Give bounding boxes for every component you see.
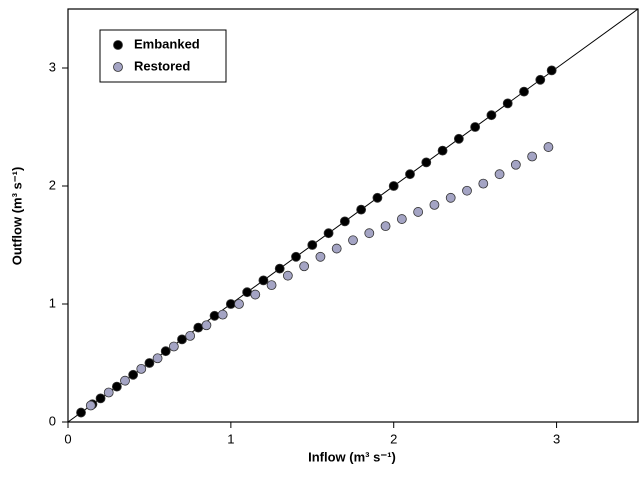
plot-frame xyxy=(67,8,639,423)
point xyxy=(193,322,204,333)
x-axis-title: Inflow (m³ s⁻¹) xyxy=(308,449,396,464)
point xyxy=(274,263,285,274)
point xyxy=(535,74,546,85)
point xyxy=(486,110,497,121)
point xyxy=(356,204,367,215)
point xyxy=(209,310,220,321)
point xyxy=(242,287,253,298)
point xyxy=(168,341,179,352)
point xyxy=(348,235,358,246)
point xyxy=(315,251,326,262)
legend-label: Embanked xyxy=(134,36,200,51)
point xyxy=(364,228,375,239)
point xyxy=(225,299,236,309)
point xyxy=(85,400,96,411)
point xyxy=(470,122,481,132)
y-axis-title: Outflow (m³ s⁻¹) xyxy=(9,167,24,266)
point xyxy=(177,334,187,345)
point xyxy=(478,178,489,189)
point xyxy=(282,270,293,281)
point xyxy=(111,381,122,392)
point xyxy=(546,65,557,76)
x-tick-label: 0 xyxy=(64,431,71,446)
point xyxy=(128,369,139,380)
point xyxy=(250,289,261,300)
point xyxy=(519,86,529,97)
point xyxy=(120,375,130,386)
point xyxy=(413,207,424,217)
point xyxy=(510,159,521,170)
point xyxy=(144,358,155,368)
x-tick-label: 3 xyxy=(553,431,560,446)
point xyxy=(462,185,472,196)
point xyxy=(103,387,114,398)
point xyxy=(429,199,440,210)
point xyxy=(307,240,318,250)
legend-marker xyxy=(113,62,123,72)
y-tick-label: 3 xyxy=(49,59,56,74)
point xyxy=(339,216,350,227)
x-tick-label: 2 xyxy=(390,431,397,446)
legend-label: Restored xyxy=(134,58,190,73)
point xyxy=(437,145,448,156)
point xyxy=(388,181,399,191)
point xyxy=(331,243,342,254)
point xyxy=(95,393,106,404)
legend-marker xyxy=(113,40,123,50)
point xyxy=(201,320,212,331)
point xyxy=(396,214,407,224)
point xyxy=(453,133,464,144)
point xyxy=(76,407,86,418)
point xyxy=(185,330,196,341)
point xyxy=(372,192,383,203)
point xyxy=(258,275,269,286)
y-tick-label: 1 xyxy=(49,295,56,310)
y-tick-label: 0 xyxy=(49,413,56,428)
point xyxy=(136,363,147,374)
point xyxy=(405,169,415,180)
legend-box xyxy=(99,29,227,83)
point xyxy=(527,151,538,162)
point xyxy=(152,353,163,364)
point xyxy=(494,169,505,180)
y-tick-label: 2 xyxy=(49,177,56,192)
point xyxy=(234,299,244,309)
point xyxy=(543,142,554,152)
point xyxy=(299,261,310,272)
point xyxy=(160,346,171,357)
point xyxy=(323,228,334,239)
point xyxy=(445,192,456,203)
point xyxy=(380,221,391,232)
point xyxy=(217,309,228,320)
point xyxy=(266,280,277,291)
point xyxy=(291,251,301,262)
point xyxy=(502,98,513,109)
point xyxy=(421,157,432,168)
x-tick-label: 1 xyxy=(227,431,234,446)
